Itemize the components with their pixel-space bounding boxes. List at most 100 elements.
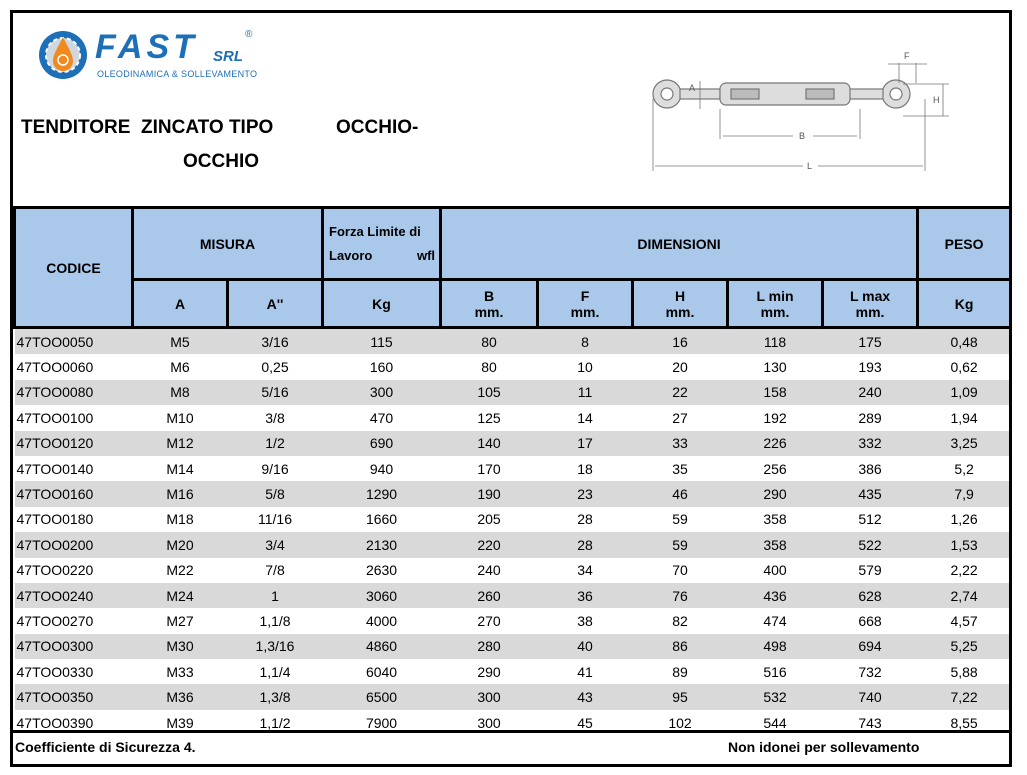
cell-peso: 0,48 <box>917 327 1009 355</box>
header-lmax-label: L max <box>849 287 891 304</box>
cell-lmin: 226 <box>727 430 823 456</box>
cell-h: 59 <box>672 511 688 528</box>
cell-f: 28 <box>577 511 593 528</box>
cell-lmax: 694 <box>822 633 918 660</box>
table-row: 47TOO0330 M33 1,1/4 6040 290 41 89 516 732 5,88 <box>15 659 1010 684</box>
cell-lmax: 579 <box>858 562 882 579</box>
cell-b: 240 <box>477 562 501 579</box>
cell-codice: 47TOO0180 <box>16 511 94 528</box>
cell-h: 89 <box>672 663 688 680</box>
cell-peso: 5,25 <box>917 633 1009 660</box>
cell-lmax: 175 <box>822 327 918 355</box>
cell-forza-kg: 160 <box>369 359 394 376</box>
safety-coefficient: Coefficiente di Sicurezza 4. <box>15 739 196 755</box>
cell-forza-kg: 690 <box>322 430 441 456</box>
cell-codice: 47TOO0390 <box>16 714 94 731</box>
cell-lmin: 400 <box>763 562 787 579</box>
cell-peso: 7,22 <box>917 684 1009 710</box>
cell-lmax: 522 <box>822 532 918 558</box>
table-row: 47TOO0300 M30 1,3/16 4860 280 40 86 498 694 5,25 <box>14 633 1009 660</box>
cell-forza-kg: 7900 <box>365 714 398 731</box>
dim-f-label: F <box>904 51 910 61</box>
datasheet: FAST SRL ® OLEODINAMICA & SOLLEVAMENTO T… <box>10 10 1012 767</box>
header-forza: Forza Limite di Lavoro wfl <box>321 206 443 281</box>
cell-lmax: 743 <box>858 714 882 731</box>
header-lmin-label: L min <box>756 287 794 304</box>
forza-line2: Lavoro <box>329 247 373 263</box>
cell-forza-kg: 6040 <box>365 663 398 680</box>
cell-misura-a-inch: 9/16 <box>261 460 289 477</box>
table-row: 47TOO0080 M8 5/16 300 105 11 22 158 240 1,09 <box>14 379 1009 406</box>
cell-h: 33 <box>632 430 728 456</box>
cell-codice: 47TOO0060 <box>16 359 94 376</box>
cell-h: 95 <box>632 684 728 710</box>
cell-peso: 0,62 <box>950 359 978 376</box>
cell-b: 205 <box>477 511 501 528</box>
cell-codice: 47TOO0220 <box>16 562 94 579</box>
cell-codice: 47TOO0080 <box>14 379 133 406</box>
cell-lmin: 192 <box>763 409 787 426</box>
cell-f: 41 <box>577 663 593 680</box>
cell-misura-a: M33 <box>166 663 194 680</box>
cell-forza-kg: 2130 <box>322 532 441 558</box>
logo-brand: FAST <box>95 28 198 66</box>
cell-lmax: 628 <box>822 582 918 609</box>
header-kg: Kg <box>321 278 443 329</box>
cell-misura-a-inch: 1/2 <box>227 430 323 456</box>
cell-f: 40 <box>537 633 633 660</box>
table-row: 47TOO0160 M16 5/8 1290 190 23 46 290 435 7,9 <box>14 481 1009 507</box>
cell-misura-a: M27 <box>166 612 194 629</box>
cell-b: 105 <box>440 379 538 406</box>
cell-misura-a: M12 <box>132 430 228 456</box>
cell-h: 59 <box>632 532 728 558</box>
cell-misura-a-inch: 3/16 <box>227 327 323 355</box>
cell-codice: 47TOO0300 <box>14 633 133 660</box>
cell-f: 36 <box>537 582 633 609</box>
cell-codice: 47TOO0120 <box>14 430 133 456</box>
cell-b: 270 <box>477 612 501 629</box>
cell-peso: 1,26 <box>950 511 978 528</box>
cell-f: 10 <box>577 359 593 376</box>
cell-forza-kg: 470 <box>369 409 394 426</box>
header-lmin: L min mm. <box>726 278 825 329</box>
cell-b: 80 <box>481 359 497 376</box>
cell-lmax: 668 <box>858 612 882 629</box>
cell-misura-a-inch: 7/8 <box>265 562 285 579</box>
cell-b: 140 <box>440 430 538 456</box>
table-body: 47TOO0050 M5 3/16 115 80 8 16 118 175 0,48 47TOO00… <box>14 327 1010 736</box>
forza-wfl: wfl <box>416 247 436 263</box>
header-b-label: B <box>483 287 495 304</box>
cell-h: 27 <box>672 409 688 426</box>
cell-misura-a: M14 <box>166 460 194 477</box>
cell-misura-a-inch: 0,25 <box>261 359 289 376</box>
cell-h: 46 <box>632 481 728 507</box>
table-row: 47TOO0240 M24 1 3060 260 36 76 436 628 2,74 <box>14 582 1009 609</box>
cell-misura-a: M24 <box>132 582 228 609</box>
cell-forza-kg: 300 <box>322 379 441 406</box>
cell-forza-kg: 940 <box>369 460 394 477</box>
cell-peso: 2,74 <box>917 582 1009 609</box>
cell-b: 220 <box>440 532 538 558</box>
cell-lmax: 740 <box>822 684 918 710</box>
header-b-unit: mm. <box>474 303 504 320</box>
cell-forza-kg: 2630 <box>365 562 398 579</box>
table-row: 47TOO0060 M6 0,25 160 80 10 20 130 193 0,62 <box>15 354 1010 379</box>
table-row: 47TOO0050 M5 3/16 115 80 8 16 118 175 0,48 <box>14 327 1009 355</box>
dim-l-label: L <box>807 161 812 171</box>
lifting-warning: Non idonei per sollevamento <box>728 739 920 755</box>
cell-f: 43 <box>537 684 633 710</box>
cell-misura-a: M20 <box>132 532 228 558</box>
header-f-unit: mm. <box>570 303 600 320</box>
title-line1: TENDITORE ZINCATO TIPO <box>21 117 274 138</box>
cell-h: 70 <box>672 562 688 579</box>
cell-b: 190 <box>440 481 538 507</box>
logo-tagline: OLEODINAMICA & SOLLEVAMENTO <box>97 69 258 79</box>
cell-f: 14 <box>577 409 593 426</box>
cell-b: 170 <box>477 460 501 477</box>
cell-forza-kg: 4860 <box>322 633 441 660</box>
cell-lmin: 118 <box>727 327 823 355</box>
cell-h: 86 <box>632 633 728 660</box>
